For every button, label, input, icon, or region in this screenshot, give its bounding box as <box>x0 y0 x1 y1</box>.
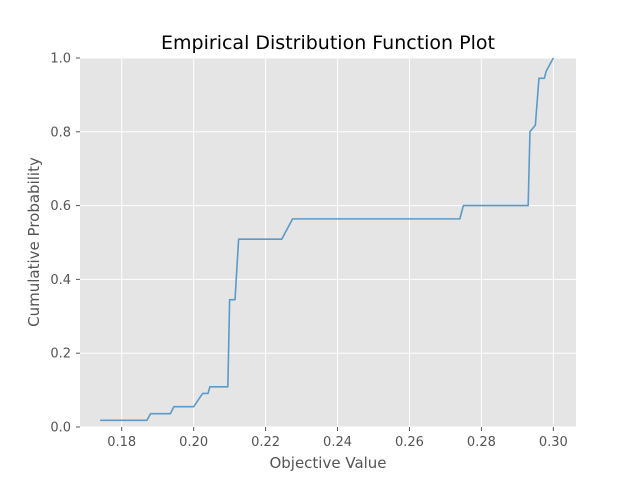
x-axis-ticks: 0.18 0.20 0.22 0.24 0.26 0.28 0.30 <box>107 427 568 450</box>
x-tick-label: 0.26 <box>395 435 424 450</box>
x-tick-label: 0.28 <box>467 435 496 450</box>
x-tick-label: 0.24 <box>323 435 352 450</box>
y-tick-label: 1.0 <box>50 52 71 67</box>
grid-lines <box>80 57 576 428</box>
y-axis-label: Cumulative Probability <box>25 157 43 327</box>
plot-background <box>80 58 576 427</box>
y-tick-label: 0.8 <box>50 125 71 140</box>
y-tick-label: 0.4 <box>50 273 71 288</box>
x-tick-label: 0.18 <box>107 435 136 450</box>
y-tick-label: 0.2 <box>50 347 71 362</box>
x-tick-label: 0.30 <box>539 435 568 450</box>
x-tick-label: 0.22 <box>251 435 280 450</box>
x-axis-label: Objective Value <box>269 454 386 472</box>
x-tick-label: 0.20 <box>179 435 208 450</box>
y-axis-ticks: 0.0 0.2 0.4 0.6 0.8 1.0 <box>50 52 80 436</box>
y-tick-label: 0.0 <box>50 421 71 436</box>
data-layer <box>100 57 555 422</box>
y-tick-label: 0.6 <box>50 199 71 214</box>
chart-title: Empirical Distribution Function Plot <box>161 32 495 54</box>
edf-line <box>100 57 555 422</box>
